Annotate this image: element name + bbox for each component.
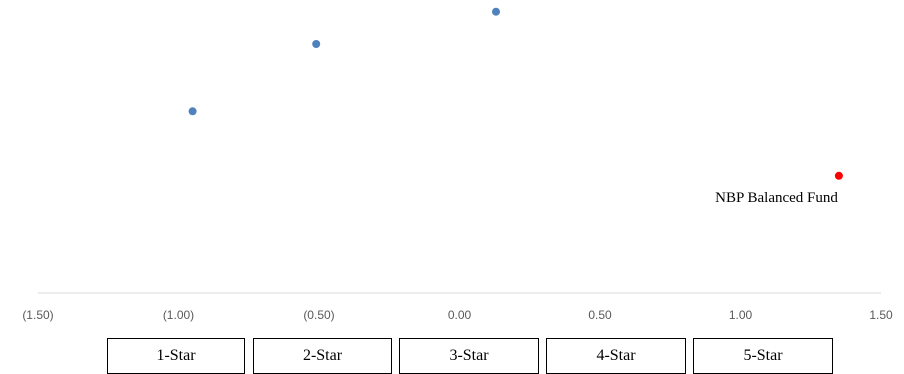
point-annotation-label: NBP Balanced Fund <box>715 190 838 206</box>
x-tick-label: 1.00 <box>729 308 753 322</box>
x-tick-label: 0.50 <box>588 308 612 322</box>
x-tick-label: 0.00 <box>448 308 472 322</box>
data-point <box>188 107 197 116</box>
x-tick-labels: (1.50) (1.00) (0.50) 0.00 0.50 1.00 1.50 <box>22 308 893 322</box>
x-tick-label: (0.50) <box>303 308 334 322</box>
x-tick-label: (1.50) <box>22 308 53 322</box>
scatter-chart: (1.50) (1.00) (0.50) 0.00 0.50 1.00 1.50 NBP B… <box>22 7 893 322</box>
annotations: NBP Balanced Fund <box>715 190 838 206</box>
data-point <box>492 7 500 16</box>
x-tick-label: 1.50 <box>869 308 893 322</box>
rating-box-1-star: 1-Star <box>107 338 245 374</box>
data-point <box>834 171 843 180</box>
rating-box-3-star: 3-Star <box>399 338 539 374</box>
rating-box-5-star: 5-Star <box>693 338 833 374</box>
x-tick-label: (1.00) <box>163 308 194 322</box>
rating-box-2-star: 2-Star <box>253 338 392 374</box>
rating-box-4-star: 4-Star <box>546 338 686 374</box>
data-point <box>312 40 321 48</box>
data-points <box>188 7 843 180</box>
chart-svg: (1.50) (1.00) (0.50) 0.00 0.50 1.00 1.50 NBP B… <box>22 7 893 322</box>
